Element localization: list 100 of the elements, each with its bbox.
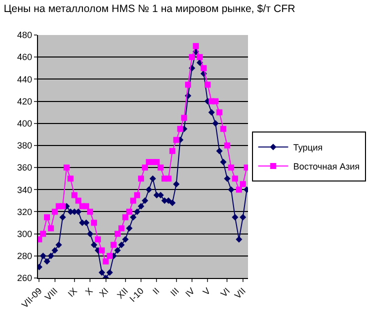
point xyxy=(220,126,226,132)
point xyxy=(196,54,203,60)
point xyxy=(165,176,172,182)
x-tick-label: XI xyxy=(97,286,110,299)
x-tick-label: XII xyxy=(115,286,130,301)
y-tick-label: 320 xyxy=(17,206,32,217)
point xyxy=(173,136,180,143)
point xyxy=(87,208,94,215)
point xyxy=(158,164,164,171)
y-tick-label: 280 xyxy=(17,251,32,262)
x-tick-label: IX xyxy=(66,286,80,299)
point xyxy=(236,186,242,193)
point xyxy=(240,214,246,220)
y-tick-label: 360 xyxy=(17,162,32,173)
point xyxy=(146,186,152,193)
point xyxy=(169,148,176,154)
point xyxy=(169,200,176,206)
x-tick-label: IV xyxy=(183,286,197,299)
point xyxy=(94,236,101,242)
chart-title: Цены на металлолом HMS № 1 на мировом рынке, $/т CFR xyxy=(4,3,296,16)
point xyxy=(48,225,54,232)
point xyxy=(68,176,74,182)
point xyxy=(86,230,94,238)
x-tick-label: VI xyxy=(218,286,232,299)
point xyxy=(44,214,50,220)
point xyxy=(106,269,113,276)
point xyxy=(216,148,223,154)
point xyxy=(154,159,160,166)
y-tick-label: 460 xyxy=(17,52,32,62)
point xyxy=(106,252,113,259)
point xyxy=(122,214,128,220)
point xyxy=(150,175,156,182)
point xyxy=(90,242,98,248)
y-tick-label: 300 xyxy=(17,228,32,239)
point xyxy=(71,192,78,198)
point xyxy=(138,176,144,182)
point xyxy=(192,43,199,50)
x-tick-label: VIII xyxy=(42,286,60,302)
point xyxy=(208,109,215,116)
y-tick-label: 340 xyxy=(17,184,32,195)
y-tick-label: 440 xyxy=(17,74,32,84)
x-tick-label: I-10 xyxy=(128,286,146,304)
point xyxy=(142,197,148,204)
y-tick-label: 420 xyxy=(17,96,32,106)
x-tick-label: V xyxy=(200,286,212,298)
point xyxy=(40,252,46,260)
point xyxy=(224,175,230,182)
point xyxy=(56,242,62,248)
point xyxy=(134,208,140,215)
point xyxy=(52,208,58,215)
point xyxy=(102,258,109,264)
y-tick-label: 380 xyxy=(17,140,32,151)
y-tick-label: 400 xyxy=(17,118,32,129)
point xyxy=(60,203,66,210)
point xyxy=(134,192,140,198)
point xyxy=(98,247,105,254)
point xyxy=(126,225,133,232)
point xyxy=(83,203,90,210)
point xyxy=(177,126,184,132)
point xyxy=(91,220,98,226)
point xyxy=(122,236,129,243)
point xyxy=(212,98,218,104)
point xyxy=(114,247,121,254)
point xyxy=(98,269,106,276)
y-tick-label: 260 xyxy=(17,273,32,284)
point xyxy=(126,208,132,215)
point xyxy=(212,120,219,127)
point xyxy=(130,214,136,220)
point xyxy=(224,142,230,148)
point xyxy=(216,109,222,116)
point xyxy=(40,230,46,237)
point xyxy=(64,164,70,171)
point xyxy=(220,158,227,166)
point xyxy=(110,242,117,248)
legend-label: Восточная Азия xyxy=(293,162,360,172)
point xyxy=(228,186,234,193)
point xyxy=(228,164,234,171)
point xyxy=(114,230,121,237)
point xyxy=(232,214,238,220)
point xyxy=(181,114,188,121)
point xyxy=(240,181,246,188)
point xyxy=(75,198,82,204)
point xyxy=(118,225,124,232)
point xyxy=(236,236,242,243)
point xyxy=(142,164,148,171)
point xyxy=(200,65,207,72)
point xyxy=(204,82,211,88)
x-tick-label: II xyxy=(150,286,162,296)
legend-label: Турция xyxy=(293,142,323,153)
x-tick-label: VII xyxy=(232,286,248,301)
point xyxy=(44,258,50,265)
x-tick-label: X xyxy=(83,286,95,298)
point xyxy=(52,247,58,254)
point xyxy=(232,176,238,182)
point xyxy=(130,198,136,204)
point xyxy=(59,214,66,220)
x-tick-label: III xyxy=(168,286,181,298)
point xyxy=(75,208,82,215)
point xyxy=(118,242,125,248)
point xyxy=(48,252,54,260)
